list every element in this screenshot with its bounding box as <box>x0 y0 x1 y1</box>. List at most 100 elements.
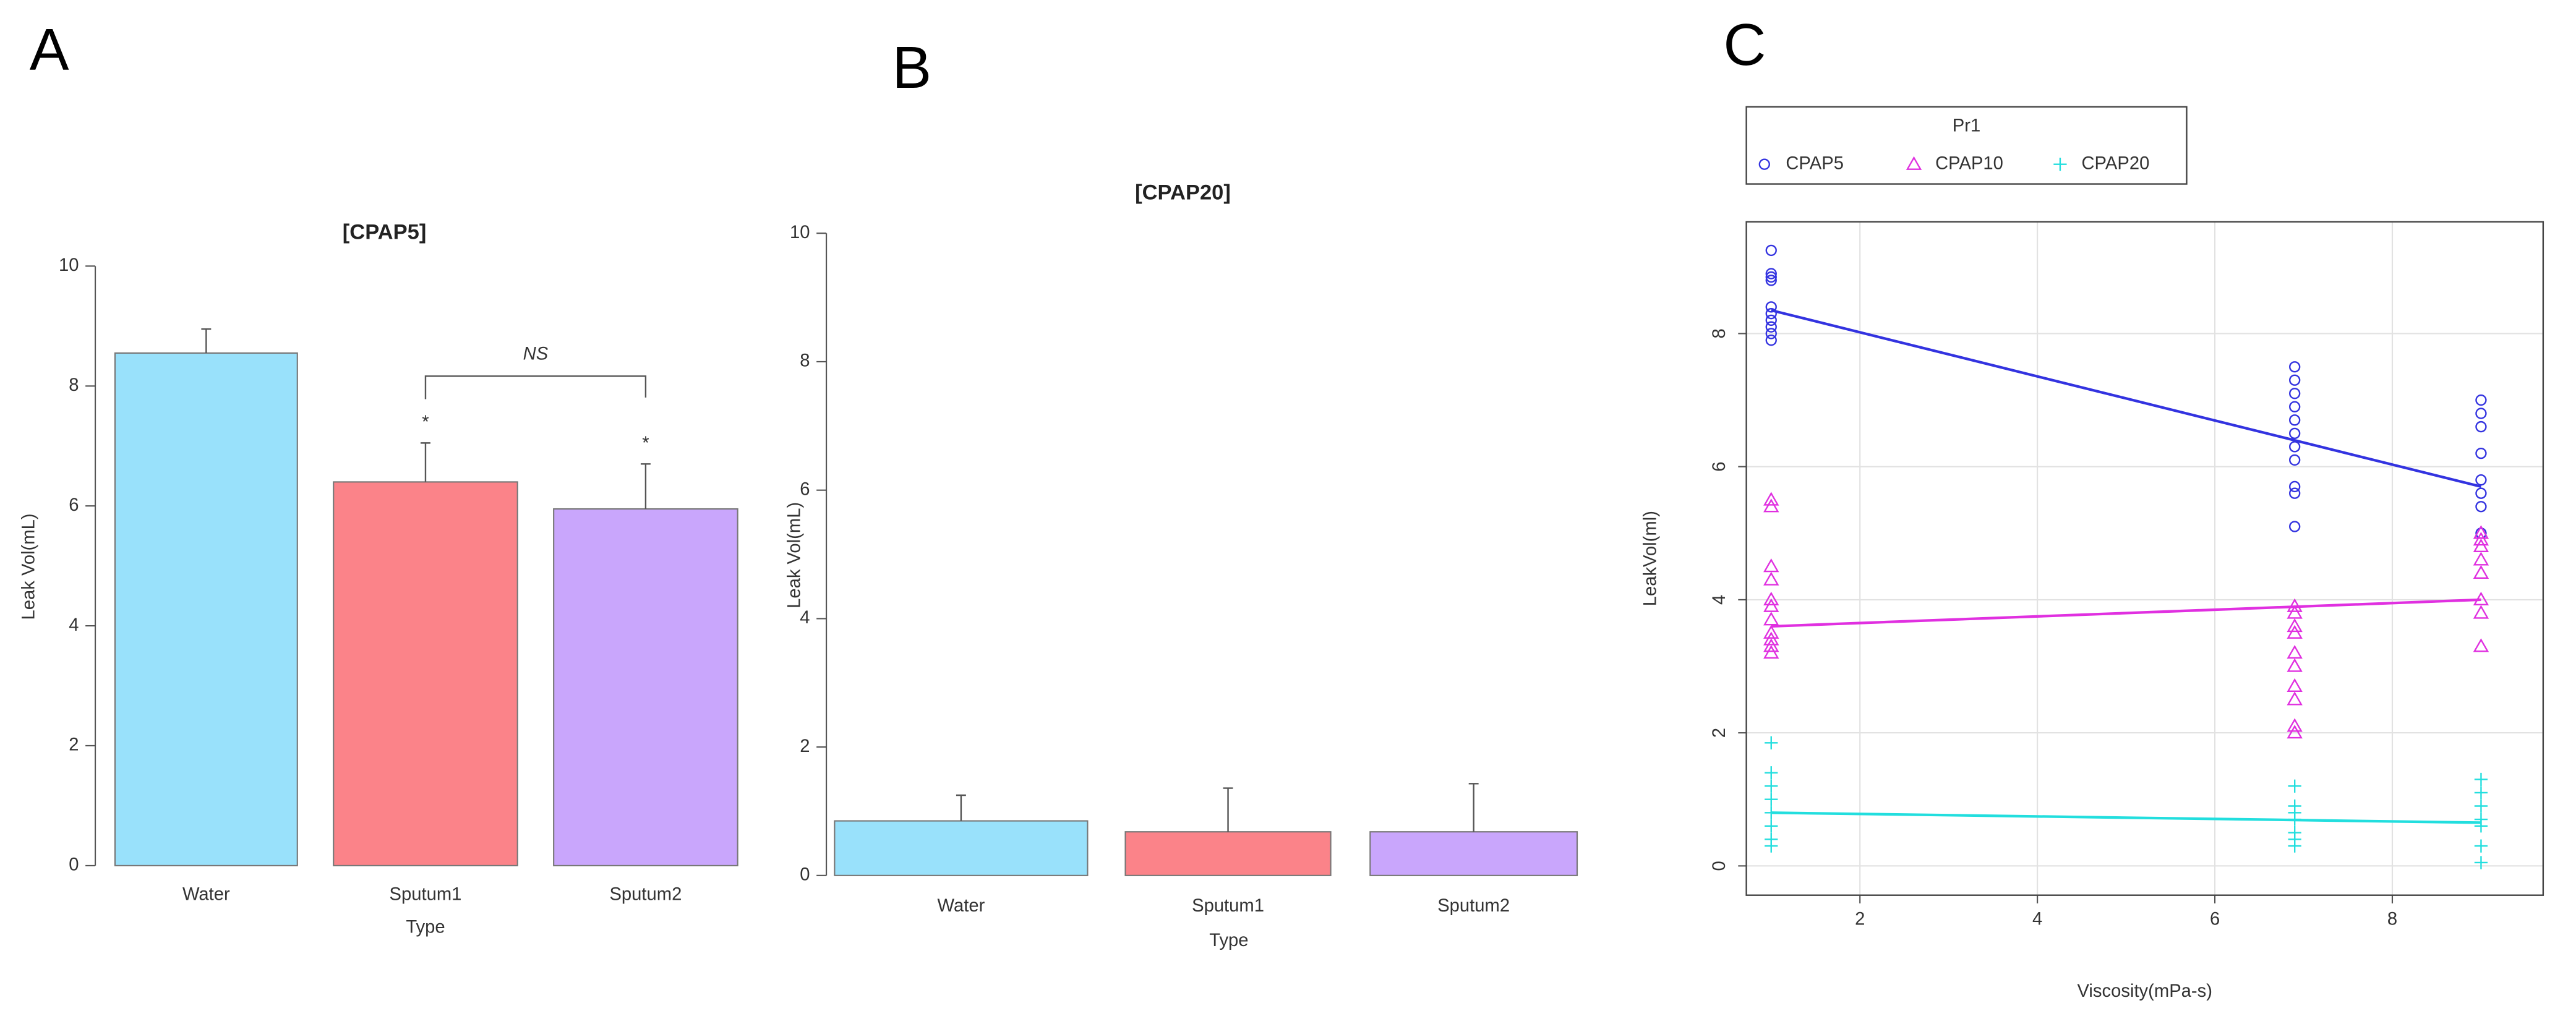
y-axis-label: LeakVol(ml) <box>1640 511 1660 606</box>
point <box>2287 644 2303 659</box>
y-axis-label: Leak Vol(mL) <box>19 513 39 620</box>
x-tick-label: Water <box>938 896 985 916</box>
point <box>1765 335 1777 346</box>
x-tick-label: 6 <box>2210 909 2220 929</box>
point <box>2474 856 2488 869</box>
y-tick-label: 10 <box>790 223 810 242</box>
point <box>1763 612 1779 626</box>
point <box>2289 414 2301 426</box>
bar <box>114 352 298 866</box>
error-bar <box>1223 787 1233 832</box>
x-tick-label: Sputum1 <box>390 884 462 904</box>
y-tick-label: 0 <box>69 855 79 875</box>
point <box>1765 736 1778 749</box>
point <box>2289 487 2301 499</box>
point <box>2287 691 2303 706</box>
x-tick-label: 2 <box>1855 909 1865 929</box>
x-tick-label: 4 <box>2032 909 2042 929</box>
y-tick-label: 0 <box>800 865 810 885</box>
bar <box>333 481 518 866</box>
bar <box>834 820 1089 876</box>
legend-title: Pr1 <box>1953 116 1980 135</box>
point <box>2473 525 2489 539</box>
chart-title: [CPAP20] <box>1135 181 1231 205</box>
point <box>2475 474 2487 486</box>
point <box>1765 819 1778 833</box>
x-axis-label: Type <box>1209 931 1248 950</box>
legend-marker <box>1758 158 1770 170</box>
bracket <box>424 375 647 399</box>
point <box>1763 644 1779 659</box>
point <box>1763 558 1779 573</box>
point <box>1763 492 1779 506</box>
panel-letter: A <box>30 17 69 83</box>
point <box>2474 786 2488 800</box>
x-tick-label: Sputum2 <box>1437 896 1510 916</box>
point <box>1763 625 1779 639</box>
point <box>1765 275 1777 286</box>
point <box>2289 521 2301 532</box>
point <box>2287 625 2303 639</box>
point <box>2475 420 2487 433</box>
point <box>2288 839 2301 853</box>
point <box>1763 631 1779 646</box>
point <box>2287 658 2303 672</box>
point <box>2473 552 2489 566</box>
point <box>1763 591 1779 606</box>
plot-frame <box>1745 221 2544 896</box>
point <box>2473 605 2489 619</box>
point <box>2473 532 2489 546</box>
point <box>1765 307 1777 320</box>
point <box>1763 598 1779 612</box>
y-tick-label: 8 <box>69 375 79 395</box>
y-tick-label: 6 <box>1709 462 1729 472</box>
y-tick-label: 6 <box>800 479 810 499</box>
legend-marker <box>1906 156 1922 170</box>
bar <box>1124 831 1332 876</box>
point <box>2287 718 2303 732</box>
point <box>2289 361 2301 373</box>
significance-star: * <box>422 412 429 432</box>
y-tick-label: 4 <box>800 608 810 628</box>
point <box>2473 565 2489 579</box>
point <box>1765 271 1777 283</box>
legend-label: CPAP10 <box>1935 153 2003 173</box>
point <box>1765 766 1778 780</box>
error-bar <box>1468 783 1479 832</box>
point <box>2289 441 2301 453</box>
point <box>2289 480 2301 493</box>
error-bar <box>201 328 212 353</box>
point <box>2475 394 2487 406</box>
y-tick-label: 0 <box>1709 861 1729 871</box>
point <box>2475 407 2487 419</box>
point <box>2474 839 2488 853</box>
point <box>2289 427 2301 440</box>
legend-marker <box>2053 158 2067 171</box>
point <box>1765 244 1777 257</box>
point <box>2289 374 2301 386</box>
point <box>2289 401 2301 412</box>
point <box>2475 447 2487 459</box>
point <box>1765 301 1777 313</box>
point <box>1765 839 1778 853</box>
point <box>2287 725 2303 739</box>
point <box>1763 498 1779 513</box>
point <box>1765 321 1777 333</box>
panel-letter: B <box>892 35 931 101</box>
legend-label: CPAP5 <box>1786 153 1844 173</box>
point <box>2475 501 2487 513</box>
chart-title: [CPAP5] <box>343 220 427 244</box>
y-tick-label: 4 <box>1709 595 1729 605</box>
point <box>1765 779 1778 793</box>
x-tick-label: Sputum1 <box>1192 896 1264 916</box>
point <box>2289 454 2301 466</box>
y-tick-label: 8 <box>800 351 810 371</box>
legend-label: CPAP20 <box>2081 153 2149 173</box>
point <box>2287 605 2303 619</box>
point <box>1765 268 1777 279</box>
x-axis-label: Viscosity(mPa-s) <box>2077 981 2212 1001</box>
y-tick-label: 2 <box>1709 728 1729 738</box>
ns-label: NS <box>523 344 549 364</box>
